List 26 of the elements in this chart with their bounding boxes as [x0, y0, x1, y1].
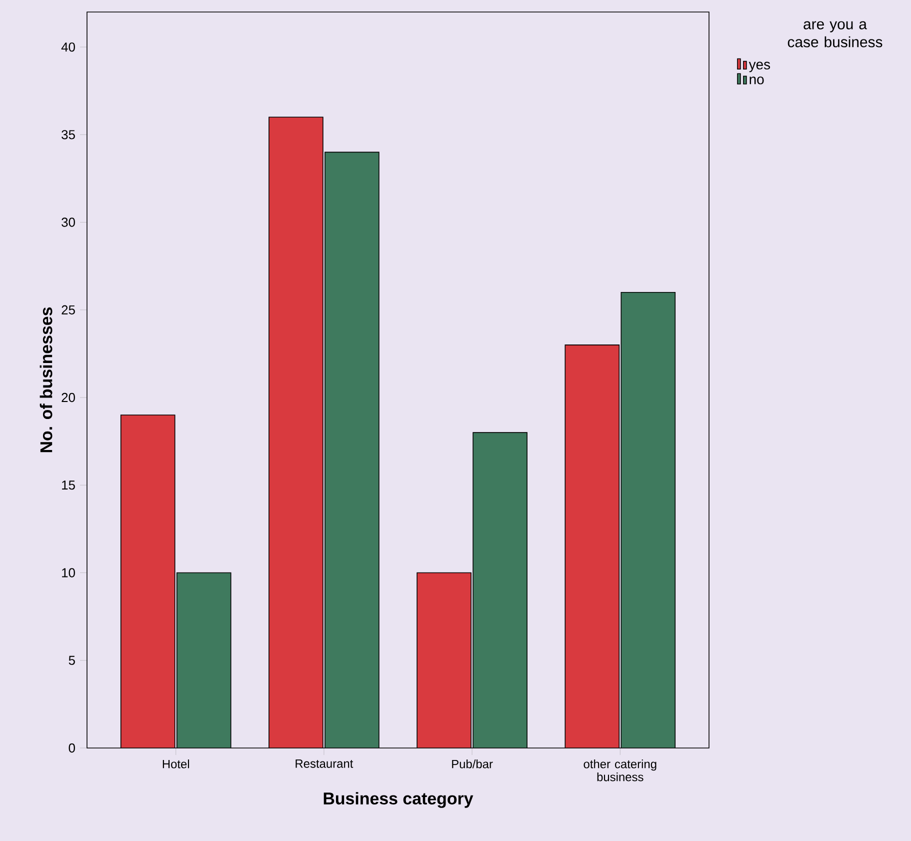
y-tick-label: 25 [62, 305, 75, 314]
legend-title: are you a case business [788, 21, 882, 48]
y-tick-label: 30 [62, 218, 75, 227]
x-tick-label: other catering business [584, 760, 656, 782]
x-axis-title: Business category [324, 792, 474, 808]
bar [620, 292, 676, 748]
bar [564, 344, 620, 748]
legend-label: yes [748, 62, 770, 72]
y-tick-label: 0 [68, 743, 75, 753]
bar [120, 414, 176, 748]
y-axis-title: No. of businesses [40, 307, 52, 452]
bar [268, 117, 323, 748]
y-tick-label: 10 [62, 568, 75, 578]
x-tick-label: Restaurant [296, 760, 354, 768]
y-tick-label: 35 [62, 130, 75, 140]
y-tick-label: 15 [62, 480, 75, 490]
x-tick-label: Pub/bar [452, 760, 493, 768]
legend-label: no [750, 76, 764, 84]
bar [416, 572, 472, 748]
y-tick-label: 40 [61, 42, 75, 52]
bar [472, 432, 528, 748]
bar [176, 572, 232, 748]
y-tick-label: 5 [68, 656, 75, 665]
x-tick-label: Hotel [162, 760, 190, 768]
y-tick-label: 20 [62, 392, 75, 402]
bar [324, 152, 379, 748]
